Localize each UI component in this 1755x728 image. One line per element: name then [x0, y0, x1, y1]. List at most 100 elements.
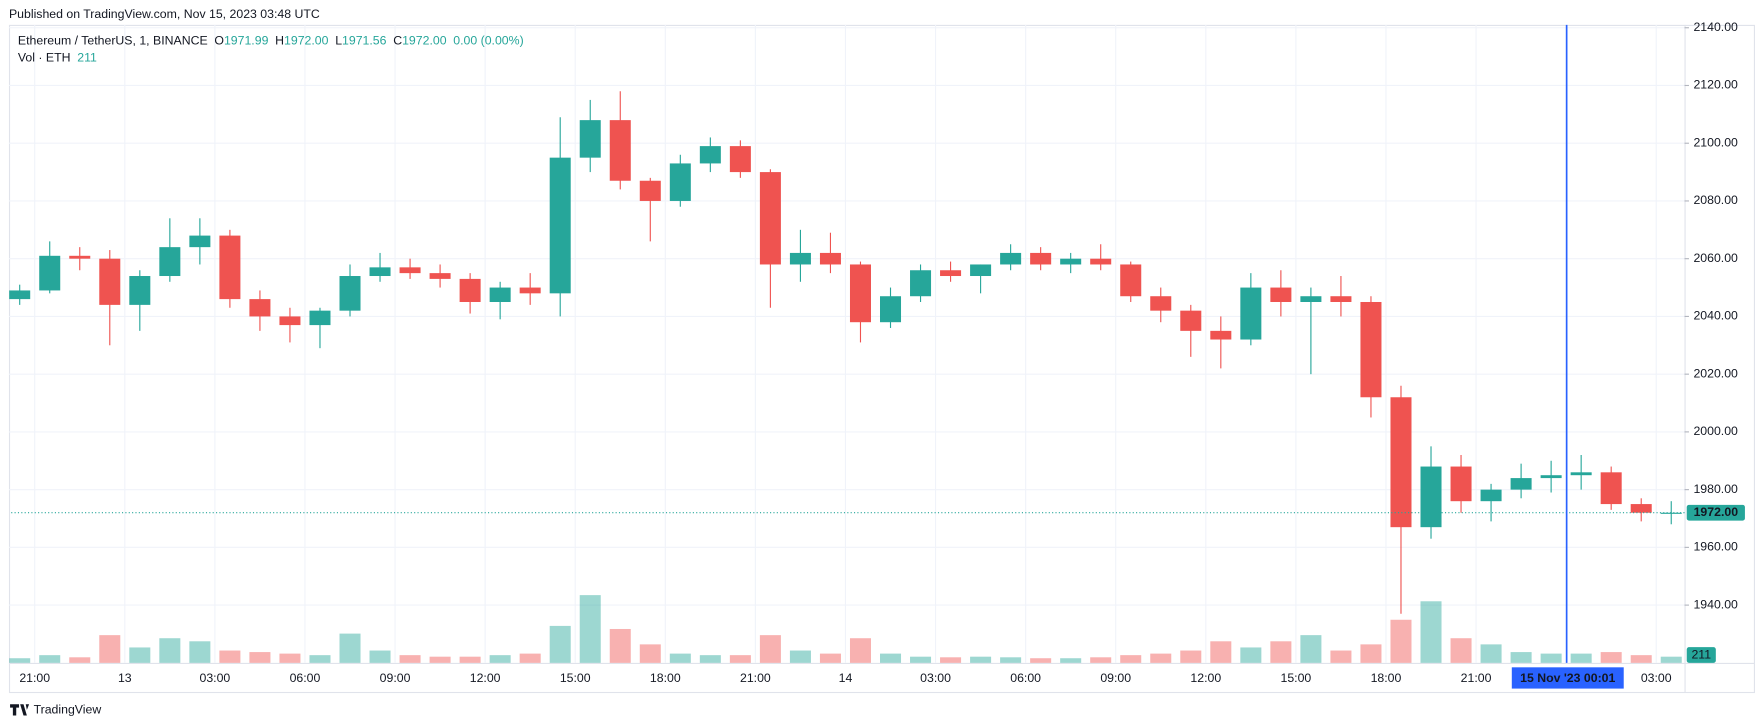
candle-body: [1450, 466, 1472, 502]
volume-bar: [1600, 652, 1622, 663]
crosshair-time-box: [1511, 667, 1624, 689]
crosshair-time-label: 15 Nov '23 00:01: [1520, 671, 1615, 685]
last-volume-box: [1686, 647, 1716, 663]
candle-body: [639, 180, 661, 201]
volume-bar: [1570, 653, 1592, 663]
candle-body: [99, 258, 121, 305]
volume-bar: [519, 653, 541, 663]
volume-bar: [579, 595, 601, 663]
volume-bar: [1480, 644, 1502, 663]
candle-body: [699, 146, 721, 164]
x-tick-label: 06:00: [290, 671, 321, 685]
volume-value: 211: [77, 51, 97, 65]
volume-bar: [99, 635, 121, 663]
y-tick-label: 2000.00: [1693, 424, 1738, 438]
volume-bar: [1150, 653, 1172, 663]
candle-body: [1210, 330, 1232, 340]
candle-body: [69, 255, 91, 259]
volume-bar: [249, 652, 271, 663]
candle-body: [9, 290, 31, 300]
candle-body: [669, 163, 691, 201]
candle-body: [1630, 504, 1652, 513]
candle-body: [1420, 466, 1442, 528]
candle-body: [219, 235, 241, 300]
candle-body: [1000, 252, 1022, 265]
candle-body: [1660, 512, 1682, 514]
candle-body: [1360, 301, 1382, 398]
candle-body: [970, 264, 992, 277]
candle-body: [819, 252, 841, 265]
volume-bar: [940, 657, 962, 663]
volume-bar: [9, 658, 31, 663]
volume-bar: [639, 644, 661, 663]
candle-body: [429, 273, 451, 279]
x-tick-label: 15:00: [560, 671, 591, 685]
volume-bar: [489, 655, 511, 663]
volume-bar: [609, 628, 631, 663]
volume-bar: [399, 655, 421, 663]
volume-bar: [669, 653, 691, 663]
logo-mark: [10, 704, 30, 716]
candle-body: [1390, 397, 1412, 528]
y-tick-label: 2100.00: [1693, 135, 1738, 149]
y-tick-label: 1960.00: [1693, 540, 1738, 554]
x-tick-label: 06:00: [1010, 671, 1041, 685]
volume-bar: [1510, 652, 1532, 663]
last-price-box: [1686, 504, 1745, 521]
volume-bar: [1660, 656, 1682, 663]
x-tick-label: 18:00: [1371, 671, 1402, 685]
x-tick-label: 12:00: [1190, 671, 1221, 685]
volume-bar: [1210, 641, 1232, 663]
o-label: O: [214, 34, 224, 48]
h-value: 1972.00: [284, 34, 329, 48]
volume-bar: [309, 655, 331, 663]
candle-body: [339, 276, 361, 311]
y-tick-label: 2040.00: [1693, 309, 1738, 323]
volume-bar: [970, 656, 992, 663]
y-tick-label: 1940.00: [1693, 597, 1738, 611]
volume-bar: [849, 638, 871, 663]
candle-body: [1180, 310, 1202, 331]
candle-body: [579, 120, 601, 158]
volume-bar: [819, 653, 841, 663]
x-tick-label: 03:00: [1641, 671, 1672, 685]
volume-label: Vol · ETH: [18, 51, 71, 65]
volume-bar: [1030, 658, 1052, 663]
candle-body: [1600, 472, 1622, 505]
legend-line: Ethereum / TetherUS, 1, BINANCE O1971.99 H…: [18, 34, 524, 48]
candle-body: [489, 287, 511, 302]
volume-bar: [1630, 655, 1652, 663]
volume-bar: [1060, 658, 1082, 663]
volume-bar: [1540, 653, 1562, 663]
volume-bar: [1330, 650, 1352, 663]
candle-body: [399, 267, 421, 274]
candle-body: [1090, 258, 1112, 265]
candle-body: [609, 120, 631, 181]
candle-body: [1480, 489, 1502, 502]
volume-bar: [459, 656, 481, 663]
y-tick-label: 2120.00: [1693, 78, 1738, 92]
volume-bar: [279, 653, 301, 663]
candle-body: [759, 172, 781, 265]
volume-bar: [729, 655, 751, 663]
x-tick-label: 09:00: [1100, 671, 1131, 685]
candle-body: [309, 310, 331, 326]
plot-layer: 1940.00 1960.00 1980.00 2000.00 2020.00 2040.…: [8, 20, 1745, 689]
y-tick-label: 1980.00: [1693, 482, 1738, 496]
candle-body: [1300, 296, 1322, 302]
volume-bar: [69, 657, 91, 663]
candle-body: [189, 235, 211, 248]
x-tick-label: 12:00: [470, 671, 501, 685]
candle-body: [729, 146, 751, 173]
c-label: C: [393, 34, 402, 48]
volume-bar: [339, 633, 361, 663]
l-label: L: [335, 34, 342, 48]
o-value: 1971.99: [224, 34, 269, 48]
volume-bar: [910, 656, 932, 663]
x-tick-label: 03:00: [920, 671, 951, 685]
candle-body: [39, 255, 61, 291]
x-tick-label: 13: [118, 671, 132, 685]
candle-body: [1150, 296, 1172, 311]
volume-bar: [189, 641, 211, 663]
